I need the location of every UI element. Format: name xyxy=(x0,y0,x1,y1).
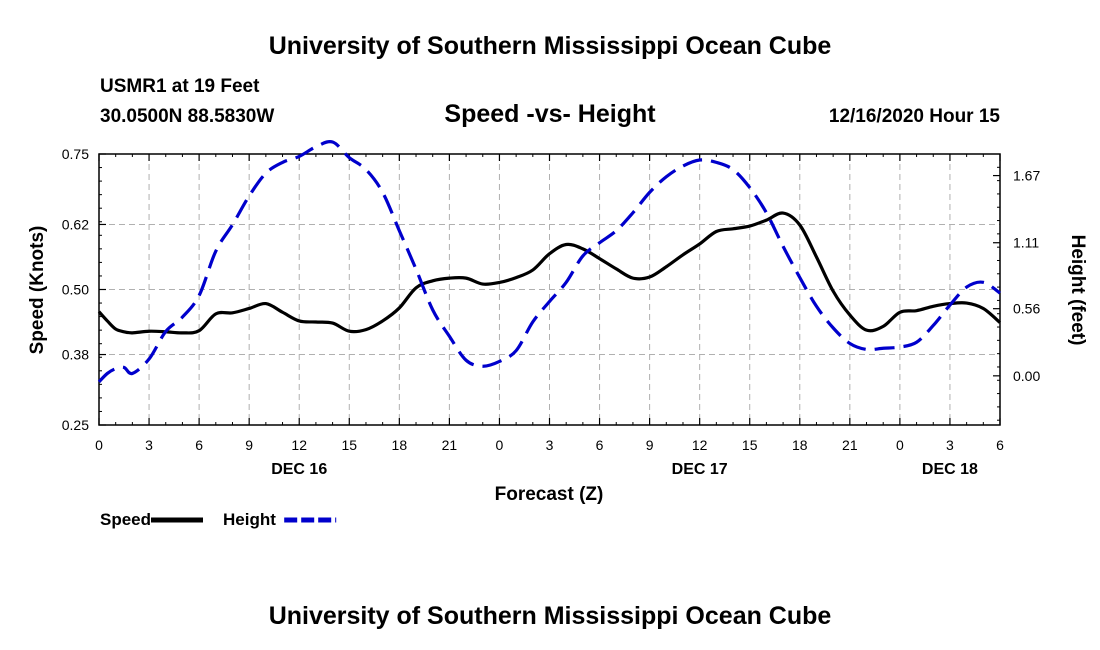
y2-axis-label: Height (feet) xyxy=(1067,235,1088,346)
datetime-label: 12/16/2020 Hour 15 xyxy=(828,106,1000,127)
y-tick-label: 0.25 xyxy=(62,417,89,433)
y2-tick-label: 0.56 xyxy=(1013,301,1040,317)
x-tick-label: 18 xyxy=(392,437,408,453)
x-tick-label: 6 xyxy=(596,437,604,453)
station-label: USMR1 at 19 Feet xyxy=(100,76,260,97)
y2-tick-label: 0.00 xyxy=(1013,368,1040,384)
top-title: University of Southern Mississippi Ocean… xyxy=(268,32,832,60)
series-line-height xyxy=(97,140,1001,383)
series-lines xyxy=(97,140,1002,383)
x-day-label: DEC 17 xyxy=(672,461,728,478)
y-axis-label: Speed (Knots) xyxy=(27,226,48,355)
legend-label-height: Height xyxy=(223,510,276,529)
x-tick-label: 0 xyxy=(496,437,504,453)
location-label: 30.0500N 88.5830W xyxy=(100,106,275,127)
y-tick-label: 0.75 xyxy=(62,146,89,162)
y-tick-label: 0.62 xyxy=(62,216,89,232)
x-tick-label: 6 xyxy=(996,437,1004,453)
x-tick-label: 9 xyxy=(245,437,253,453)
y2-tick-label: 1.67 xyxy=(1013,168,1040,184)
bottom-title: University of Southern Mississippi Ocean… xyxy=(268,602,832,630)
x-tick-label: 9 xyxy=(646,437,654,453)
series-line-speed xyxy=(97,211,1002,335)
x-tick-label: 12 xyxy=(291,437,307,453)
legend-label-speed: Speed xyxy=(100,510,151,529)
x-tick-label: 0 xyxy=(896,437,904,453)
x-tick-label: 21 xyxy=(442,437,458,453)
x-tick-label: 3 xyxy=(546,437,554,453)
legend: Speed Height xyxy=(100,510,337,529)
x-tick-label: 0 xyxy=(95,437,103,453)
y-tick-label: 0.50 xyxy=(62,282,89,298)
x-tick-label: 3 xyxy=(946,437,954,453)
x-tick-label: 3 xyxy=(145,437,153,453)
y2-tick-label: 1.11 xyxy=(1013,235,1039,251)
x-axis-label: Forecast (Z) xyxy=(495,484,604,505)
x-tick-label: 6 xyxy=(195,437,203,453)
x-tick-label: 21 xyxy=(842,437,858,453)
y-tick-label: 0.38 xyxy=(62,347,89,363)
x-tick-label: 12 xyxy=(692,437,708,453)
axes: 0 3 6 9 12 15 18 21 0 3 6 9 12 15 18 21 0 3 6 DEC 16 DEC 17 D… xyxy=(62,146,1041,478)
x-day-label: DEC 18 xyxy=(922,461,978,478)
x-day-label: DEC 16 xyxy=(271,461,327,478)
grid-lines xyxy=(99,154,1000,425)
chart-title: Speed -vs- Height xyxy=(444,100,656,128)
x-tick-label: 15 xyxy=(742,437,758,453)
x-tick-label: 18 xyxy=(792,437,808,453)
x-tick-label: 15 xyxy=(341,437,357,453)
